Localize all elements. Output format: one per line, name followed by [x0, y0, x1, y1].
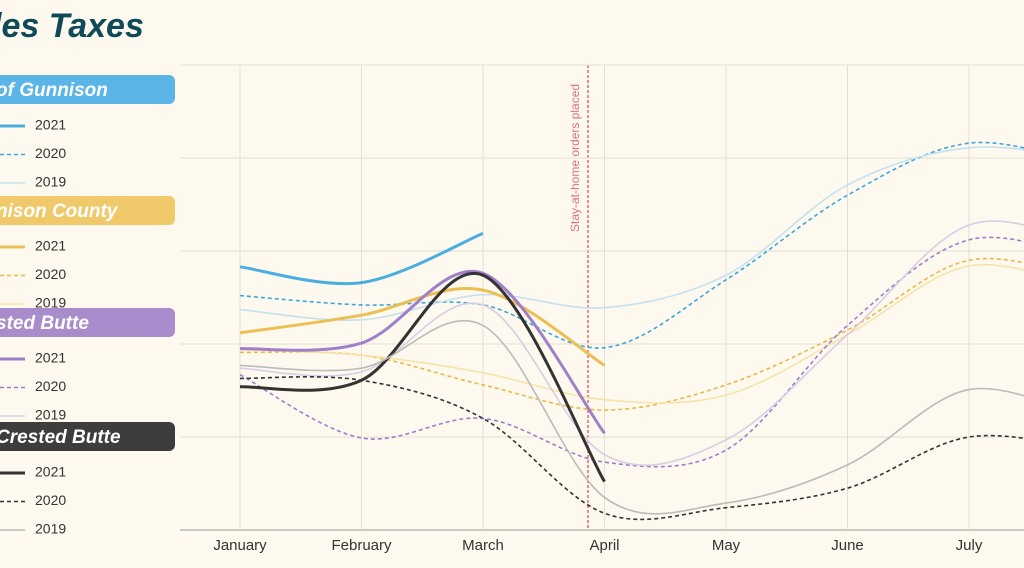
legend-header-label: Crested Butte	[0, 427, 121, 448]
legend-label: 2020	[35, 145, 66, 161]
x-tick-label: January	[213, 537, 267, 554]
legend-header-label: nison County	[0, 201, 119, 222]
legend-label: 2021	[35, 238, 66, 254]
x-tick-label: March	[462, 537, 504, 554]
legend-label: 2020	[35, 266, 66, 282]
legend-label: 2020	[35, 492, 66, 508]
series-line	[239, 257, 1024, 411]
series-line	[239, 287, 606, 367]
legend-label: 2021	[35, 117, 66, 133]
legend-header	[0, 196, 175, 225]
x-tick-label: July	[956, 537, 983, 554]
legend-label: 2020	[35, 378, 66, 394]
legend-header-label: sted Butte	[0, 313, 89, 334]
series-line	[239, 141, 1024, 349]
x-tick-label: April	[589, 537, 619, 554]
legend-label: 2019	[35, 295, 66, 311]
legend-label: 2019	[35, 407, 66, 423]
x-tick-label: May	[712, 537, 741, 554]
x-tick-label: June	[831, 537, 864, 554]
series-line	[239, 376, 1024, 521]
series-line	[239, 263, 1024, 404]
plot: January February March April May June July of G…	[0, 64, 1024, 554]
series-line	[239, 271, 606, 483]
series-line	[239, 236, 1024, 468]
legend-header	[0, 308, 175, 337]
chart-title: les Taxes	[0, 7, 144, 45]
series-line	[239, 319, 1024, 515]
series-line	[239, 231, 484, 286]
legend-header	[0, 422, 175, 451]
legend-header	[0, 75, 175, 104]
legend-label: 2021	[35, 464, 66, 480]
series-line	[239, 269, 606, 435]
series-line	[239, 146, 1024, 321]
legend-header-label: of Gunnison	[0, 80, 108, 101]
legend-label: 2019	[35, 174, 66, 190]
legend-label: 2021	[35, 350, 66, 366]
x-tick-label: February	[331, 537, 392, 554]
legend-label: 2019	[35, 521, 66, 537]
